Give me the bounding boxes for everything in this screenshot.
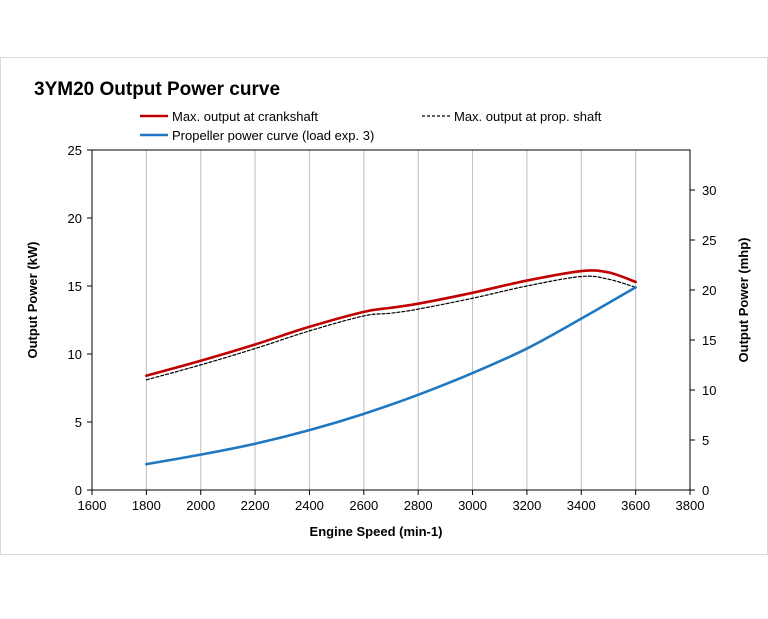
x-axis: 1600 1800 2000 2200 2400 2600 2800 3000 3200 3400… <box>78 490 705 513</box>
y2-tick-label-20: 20 <box>702 283 716 298</box>
x-tick-label-3600: 3600 <box>621 498 650 513</box>
y2-axis-title: Output Power (mhp) <box>736 238 751 363</box>
x-tick-label-3000: 3000 <box>458 498 487 513</box>
x-tick-label-2400: 2400 <box>295 498 324 513</box>
y2-tick-label-5: 5 <box>702 433 709 448</box>
y-axis-title: Output Power (kW) <box>25 242 40 359</box>
legend: Max. output at crankshaft Max. output at… <box>140 109 602 143</box>
x-tick-label-2800: 2800 <box>404 498 433 513</box>
legend-label-propeller: Propeller power curve (load exp. 3) <box>172 128 374 143</box>
series-line-1 <box>145 275 637 381</box>
y-axis-right: 0 5 10 15 20 25 30 <box>690 183 716 498</box>
series-line-0 <box>145 269 637 378</box>
legend-label-crankshaft: Max. output at crankshaft <box>172 109 318 124</box>
series-lines <box>145 269 637 466</box>
gridlines <box>145 150 637 490</box>
y-tick-label-5: 5 <box>75 415 82 430</box>
y-axis-left: 0 5 10 15 20 25 <box>68 143 92 498</box>
chart-border <box>0 57 768 555</box>
series-line-2 <box>145 286 637 466</box>
x-tick-label-2200: 2200 <box>241 498 270 513</box>
y2-tick-label-0: 0 <box>702 483 709 498</box>
y-tick-label-15: 15 <box>68 279 82 294</box>
y-tick-label-25: 25 <box>68 143 82 158</box>
y-tick-label-0: 0 <box>75 483 82 498</box>
x-tick-label-3200: 3200 <box>512 498 541 513</box>
x-tick-label-2000: 2000 <box>186 498 215 513</box>
legend-label-prop-shaft: Max. output at prop. shaft <box>454 109 602 124</box>
x-tick-label-3400: 3400 <box>567 498 596 513</box>
y2-tick-label-10: 10 <box>702 383 716 398</box>
x-tick-label-1600: 1600 <box>78 498 107 513</box>
y2-tick-label-25: 25 <box>702 233 716 248</box>
y-tick-label-10: 10 <box>68 347 82 362</box>
x-tick-label-2600: 2600 <box>349 498 378 513</box>
y2-tick-label-30: 30 <box>702 183 716 198</box>
x-axis-title: Engine Speed (min-1) <box>310 524 443 539</box>
chart-title: 3YM20 Output Power curve <box>34 79 280 100</box>
y2-tick-label-15: 15 <box>702 333 716 348</box>
y-tick-label-20: 20 <box>68 211 82 226</box>
plot-area-frame <box>91 149 691 491</box>
x-tick-label-1800: 1800 <box>132 498 161 513</box>
x-tick-label-3800: 3800 <box>676 498 705 513</box>
